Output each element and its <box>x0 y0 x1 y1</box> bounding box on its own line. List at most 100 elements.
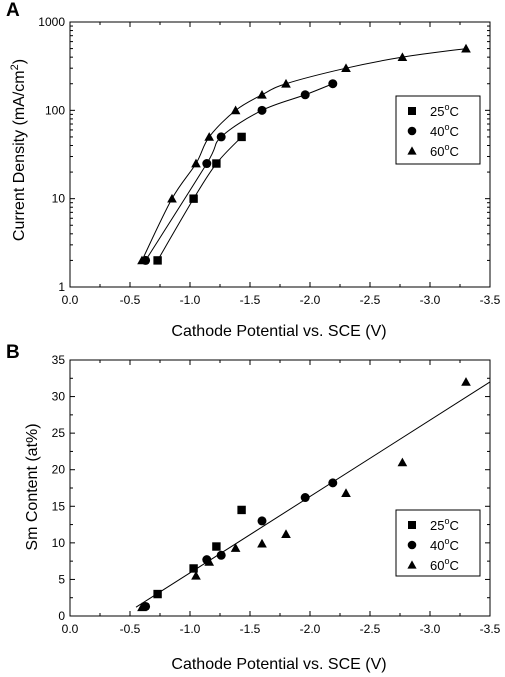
legend-label-40: 40oC <box>430 536 459 553</box>
legend-degree: o <box>444 556 449 566</box>
legend-marker-40 <box>407 126 417 136</box>
x-tick-label: -3.0 <box>420 622 441 636</box>
data-point-40 <box>257 105 267 115</box>
plot-area-b: 0.0 -0.5 -1.0 -1.5 -2.0 -2.5 -3.0 -3.5 0 5 10 15 20 2… <box>52 353 501 636</box>
data-point-25 <box>189 564 198 573</box>
plot-area-a: 0.0 -0.5 -1.0 -1.5 -2.0 -2.5 -3.0 -3.5 1 10 100 100… <box>38 15 500 307</box>
legend-label-25: 25oC <box>430 102 459 119</box>
legend: 25oC 40oC 60oC <box>395 95 481 165</box>
x-tick-label: 0.0 <box>62 622 79 636</box>
data-point-40 <box>300 493 310 503</box>
y-tick-label: 10 <box>52 192 66 206</box>
data-point-60 <box>191 158 201 168</box>
x-tick-label: -2.5 <box>360 293 381 307</box>
y-axis-label-a-main: Current Density (mA/cm <box>11 70 28 241</box>
data-point-60 <box>204 132 215 141</box>
data-point-60 <box>341 63 351 73</box>
data-point-60 <box>191 570 201 580</box>
fit-curve-60 <box>141 48 467 261</box>
data-point-25 <box>212 159 221 168</box>
data-point-60 <box>341 488 351 497</box>
y-tick-label: 10 <box>52 536 66 550</box>
legend-marker-60 <box>407 146 417 155</box>
y-tick-label: 25 <box>52 426 66 440</box>
legend-marker-60 <box>407 560 417 569</box>
y-tick-label: 1000 <box>38 15 65 29</box>
legend-label-60: 60oC <box>430 142 459 159</box>
y-tick-label: 20 <box>52 463 66 477</box>
data-point-60 <box>204 557 215 566</box>
legend-marker-40 <box>407 540 417 550</box>
legend: 25oC 40oC 60oC <box>395 509 481 577</box>
data-point-60 <box>230 105 241 115</box>
data-point-25 <box>153 256 162 265</box>
y-tick-label: 15 <box>52 499 66 513</box>
y-tick-label: 30 <box>52 390 66 404</box>
fit-curve-40 <box>145 83 333 261</box>
data-point-60 <box>137 255 147 265</box>
x-tick-label: -1.5 <box>240 293 261 307</box>
data-point-60 <box>230 543 241 552</box>
data-point-60 <box>137 602 147 612</box>
y-axis-label-a: Current Density (mA/cm2) <box>9 59 28 241</box>
legend-degree: o <box>444 142 449 152</box>
data-point-40 <box>257 516 267 526</box>
x-tick-label: -3.0 <box>420 293 441 307</box>
chart-a: A Current Density (mA/cm2) Cathode Poten… <box>6 0 501 340</box>
data-point-60 <box>257 89 267 99</box>
data-point-60 <box>397 457 408 467</box>
data-point-25 <box>237 505 246 515</box>
legend-label-25: 25oC <box>430 516 459 533</box>
y-tick-label: 100 <box>45 103 65 117</box>
legend-degree: o <box>444 516 449 526</box>
x-tick-label: -0.5 <box>120 622 141 636</box>
panel-label-a: A <box>6 0 20 21</box>
data-point-40 <box>216 132 226 142</box>
x-tick-label: -1.0 <box>180 293 201 307</box>
data-point-60 <box>167 193 177 203</box>
data-point-25 <box>153 589 162 599</box>
data-point-60 <box>461 377 471 386</box>
x-axis-label-a: Cathode Potential vs. SCE (V) <box>171 323 386 340</box>
x-tick-label: -2.0 <box>300 622 321 636</box>
legend-unit: C <box>449 538 458 553</box>
y-axis-label-a-sup: 2 <box>9 64 21 70</box>
chart-b: B Sm Content (at%) Cathode Potential vs.… <box>6 342 501 673</box>
legend-unit: C <box>449 104 458 119</box>
data-point-25 <box>237 132 246 142</box>
legend-label-60: 60oC <box>430 556 459 573</box>
data-point-60 <box>281 529 291 538</box>
legend-unit: C <box>449 144 458 159</box>
data-point-60 <box>461 43 471 53</box>
data-point-60 <box>257 538 267 548</box>
legend-unit: C <box>449 124 458 139</box>
data-point-25 <box>189 194 198 203</box>
legend-unit: C <box>449 518 458 533</box>
data-point-60 <box>397 52 408 62</box>
legend-degree: o <box>444 122 449 132</box>
x-tick-label: -2.0 <box>300 293 321 307</box>
legend-degree: o <box>444 102 449 112</box>
y-axis-label-b: Sm Content (at%) <box>24 423 41 550</box>
legend-label-40: 40oC <box>430 122 459 139</box>
data-point-40 <box>216 550 226 560</box>
data-point-60 <box>281 78 291 88</box>
x-tick-label: 0.0 <box>62 293 79 307</box>
legend-marker-25 <box>408 521 416 529</box>
data-point-25 <box>212 542 221 551</box>
y-tick-label: 5 <box>58 572 65 586</box>
x-tick-label: -1.0 <box>180 622 201 636</box>
panel-label-b: B <box>6 342 20 363</box>
y-tick-label: 1 <box>58 280 65 294</box>
data-point-40 <box>328 79 338 89</box>
plot-frame <box>69 359 491 617</box>
data-point-40 <box>202 159 212 169</box>
x-tick-label: -3.5 <box>480 293 501 307</box>
x-tick-label: -3.5 <box>480 622 501 636</box>
legend-degree: o <box>444 536 449 546</box>
data-point-40 <box>300 90 310 100</box>
x-tick-label: -0.5 <box>120 293 141 307</box>
x-tick-label: -1.5 <box>240 622 261 636</box>
legend-marker-25 <box>408 107 416 115</box>
